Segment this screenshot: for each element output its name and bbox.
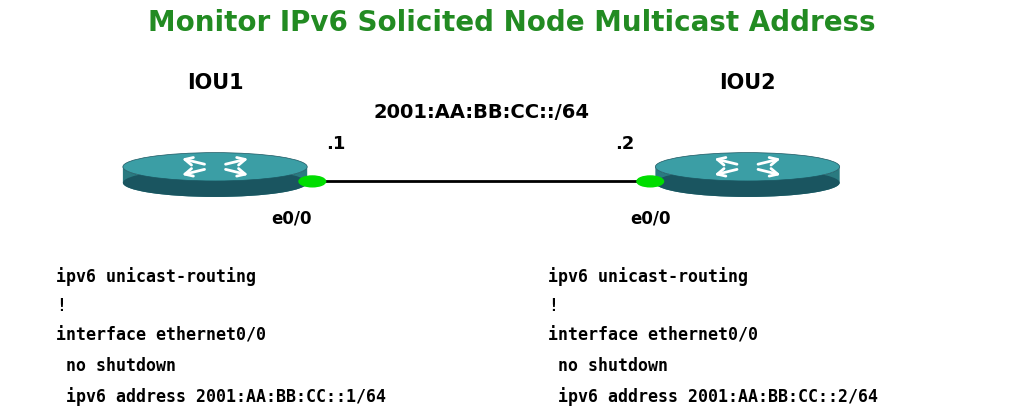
Text: IOU1: IOU1	[186, 73, 244, 93]
Polygon shape	[655, 167, 840, 197]
Text: ipv6 address 2001:AA:BB:CC::1/64: ipv6 address 2001:AA:BB:CC::1/64	[56, 387, 386, 406]
Text: ipv6 unicast-routing: ipv6 unicast-routing	[548, 267, 748, 286]
Circle shape	[637, 176, 664, 187]
Circle shape	[299, 176, 326, 187]
Text: !: !	[548, 297, 558, 315]
Text: interface ethernet0/0: interface ethernet0/0	[56, 327, 266, 345]
Text: no shutdown: no shutdown	[548, 357, 668, 375]
Ellipse shape	[123, 153, 307, 181]
Text: .1: .1	[326, 135, 345, 153]
Text: Monitor IPv6 Solicited Node Multicast Address: Monitor IPv6 Solicited Node Multicast Ad…	[148, 9, 876, 37]
Text: .2: .2	[615, 135, 635, 153]
Text: interface ethernet0/0: interface ethernet0/0	[548, 327, 758, 345]
Text: !: !	[56, 297, 67, 315]
Text: 2001:AA:BB:CC::/64: 2001:AA:BB:CC::/64	[374, 103, 589, 122]
Ellipse shape	[655, 168, 840, 197]
Ellipse shape	[655, 153, 840, 181]
Text: e0/0: e0/0	[630, 210, 671, 228]
Text: IOU2: IOU2	[719, 73, 776, 93]
Text: ipv6 address 2001:AA:BB:CC::2/64: ipv6 address 2001:AA:BB:CC::2/64	[548, 387, 878, 406]
Text: no shutdown: no shutdown	[56, 357, 176, 375]
Polygon shape	[123, 167, 307, 197]
Text: ipv6 unicast-routing: ipv6 unicast-routing	[56, 267, 256, 286]
Ellipse shape	[123, 168, 307, 197]
Text: e0/0: e0/0	[271, 210, 312, 228]
